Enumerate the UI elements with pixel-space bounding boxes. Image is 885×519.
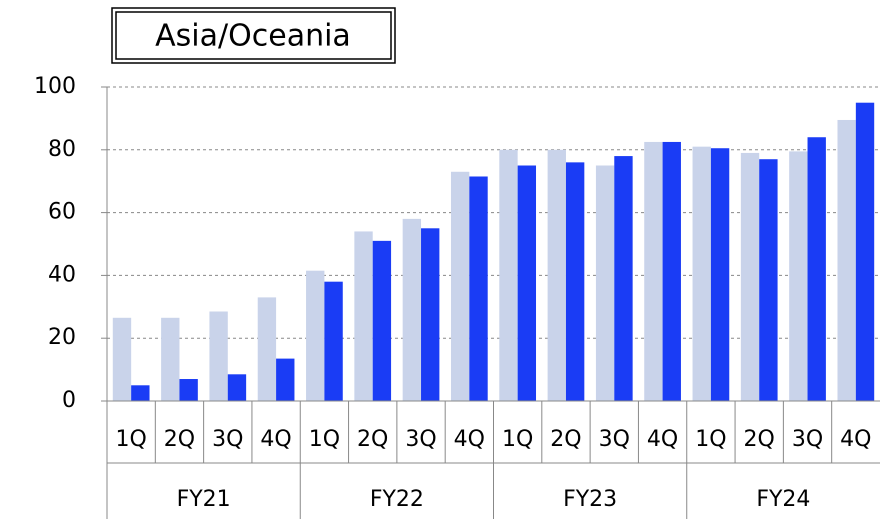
bar [595,165,615,401]
x-tick-label: 4Q [454,427,485,452]
bar [469,176,488,401]
bar [855,102,875,401]
x-tick-label: 2Q [357,427,388,452]
bar [131,385,150,401]
bar [227,374,247,401]
x-tick-label: 4Q [840,427,871,452]
y-tick-label: 100 [34,74,76,99]
x-tick-label: 3Q [599,427,630,452]
y-tick-label: 0 [62,388,76,413]
bar [710,148,730,401]
title-box-outer [111,7,396,64]
x-tick-label: 3Q [792,427,823,452]
bar [161,317,180,401]
bar [517,165,537,401]
group-label: FY21 [177,487,231,512]
bar [354,231,373,401]
chart-title: Asia/Oceania [155,19,351,54]
bar [547,149,566,401]
x-tick-label: 1Q [309,427,340,452]
bar [179,379,198,401]
bar [209,311,228,401]
bar [740,152,760,401]
title-box-inner [115,11,392,60]
bar [692,146,711,401]
y-tick-label: 80 [48,137,76,162]
group-label: FY23 [563,487,617,512]
bar [614,156,633,401]
x-tick-label: 1Q [115,427,146,452]
x-tick-label: 3Q [405,427,436,452]
y-tick-label: 20 [48,325,76,350]
group-label: FY22 [370,487,424,512]
group-label: FY24 [756,487,810,512]
bar [759,159,778,401]
bar [644,141,663,401]
x-tick-label: 2Q [550,427,581,452]
y-tick-label: 40 [48,262,76,287]
x-tick-label: 1Q [502,427,533,452]
bar [372,240,392,401]
x-tick-label: 1Q [695,427,726,452]
y-tick-label: 60 [48,200,76,225]
bar [837,119,856,401]
x-tick-label: 2Q [744,427,775,452]
bar [450,171,470,401]
bar [789,151,808,401]
bar [112,317,132,401]
bar [565,162,585,401]
x-tick-label: 4Q [260,427,291,452]
bar [499,149,518,401]
x-tick-label: 3Q [212,427,243,452]
bar [807,137,826,402]
bar [662,141,681,401]
bar [306,270,325,401]
bar [402,218,422,401]
bar [257,297,277,401]
bar [324,281,343,401]
x-tick-label: 4Q [647,427,678,452]
x-tick-label: 2Q [164,427,195,452]
bar [421,228,440,401]
bar [276,358,295,401]
